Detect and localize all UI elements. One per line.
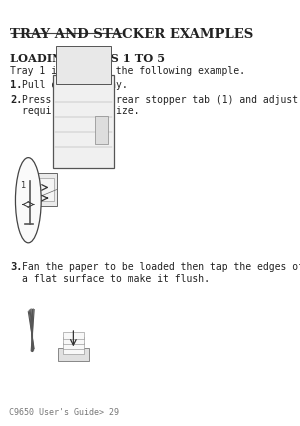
FancyBboxPatch shape — [58, 348, 89, 361]
Text: 1: 1 — [20, 181, 26, 190]
Text: Pull out the tray.: Pull out the tray. — [22, 80, 128, 90]
Text: LOADING TRAYS 1 TO 5: LOADING TRAYS 1 TO 5 — [10, 53, 165, 64]
FancyBboxPatch shape — [53, 75, 114, 168]
FancyBboxPatch shape — [63, 343, 84, 349]
Text: C9650 User's Guide> 29: C9650 User's Guide> 29 — [9, 408, 119, 417]
Text: Tray 1 is used in the following example.: Tray 1 is used in the following example. — [10, 66, 245, 76]
FancyBboxPatch shape — [63, 332, 84, 339]
FancyBboxPatch shape — [63, 348, 84, 354]
Text: 2.: 2. — [10, 95, 23, 104]
FancyBboxPatch shape — [23, 173, 57, 206]
Circle shape — [15, 158, 41, 243]
FancyBboxPatch shape — [63, 337, 84, 344]
Text: Press the paper rear stopper tab (1) and adjust the tab to the
required paper si: Press the paper rear stopper tab (1) and… — [22, 95, 300, 116]
Text: Fan the paper to be loaded then tap the edges of the stack on
a flat surface to : Fan the paper to be loaded then tap the … — [22, 262, 300, 284]
FancyBboxPatch shape — [26, 178, 54, 201]
Text: TRAY AND STACKER EXAMPLES: TRAY AND STACKER EXAMPLES — [10, 28, 253, 41]
FancyBboxPatch shape — [56, 46, 111, 84]
Text: 3.: 3. — [10, 262, 23, 272]
Text: 1.: 1. — [10, 80, 23, 90]
FancyBboxPatch shape — [95, 116, 108, 144]
